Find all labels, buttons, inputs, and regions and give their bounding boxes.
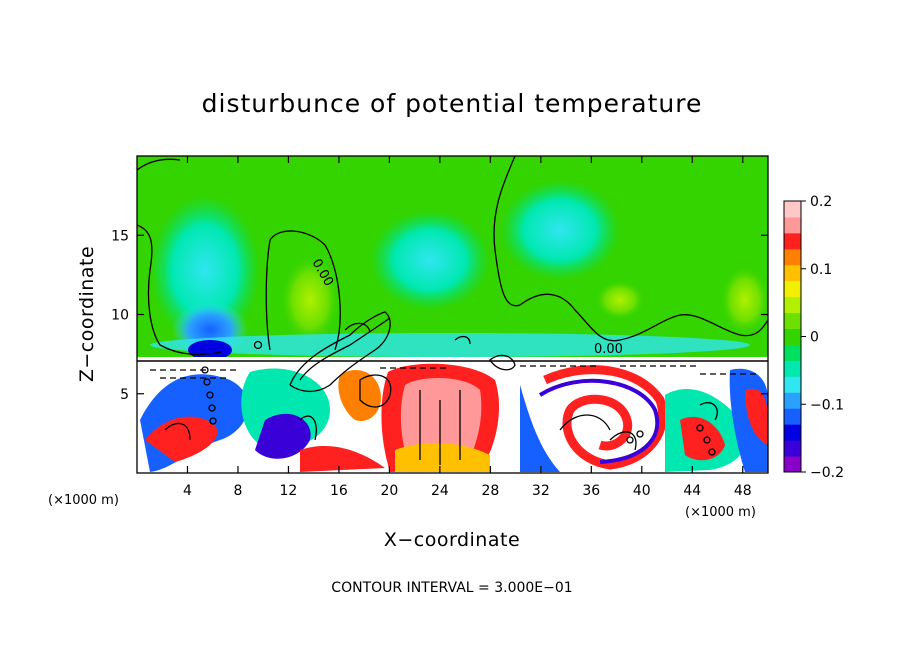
x-unit-left: (×1000 m) (48, 493, 119, 508)
x-tick-label: 16 (330, 483, 348, 499)
colorbar-swatch (784, 408, 801, 425)
lower-warm-base (395, 443, 490, 472)
x-tick-label: 44 (683, 483, 701, 499)
lower-swirl-ring-violet (538, 378, 660, 464)
contour-zero-plume (265, 230, 341, 351)
upper-plume-yellow-2 (595, 280, 645, 320)
contour-cluster-5 (489, 354, 516, 371)
contour-cluster-2 (299, 317, 391, 381)
contour-ring-10 (708, 448, 716, 456)
x-axis-ticks: 4 8 12 16 20 24 28 32 36 40 44 48 (183, 156, 752, 499)
x-tick-label: 40 (633, 483, 651, 499)
contour-ring-3 (206, 391, 214, 399)
colorbar-swatch (784, 424, 801, 441)
colorbar-swatch (784, 312, 801, 330)
contour-negative-dashed (150, 365, 760, 379)
upper-plume-yellow (280, 255, 340, 345)
upper-plume-yellow-3 (720, 265, 768, 335)
inversion-cyan-band (150, 333, 750, 357)
upper-plume-cyan-2 (370, 210, 490, 310)
x-tick-label: 28 (481, 483, 499, 499)
x-unit-right: (×1000 m) (685, 505, 756, 520)
contour-ring-11 (253, 340, 263, 350)
x-tick-label: 20 (380, 483, 398, 499)
x-tick-label: 48 (734, 483, 752, 499)
contour-ring-8 (696, 424, 704, 432)
colorbar-swatch (784, 376, 801, 393)
colorbar-swatch (784, 328, 801, 345)
contour-cluster-4 (359, 374, 392, 408)
lower-swirl-red-2 (300, 446, 385, 472)
contour-ring-7 (636, 430, 644, 438)
contour-ring-2 (203, 378, 211, 386)
heatmap-field: 0.00 0.00 (137, 156, 768, 473)
y-tick-label: 10 (111, 308, 129, 324)
colorbar-swatch (784, 456, 801, 473)
colorbar-swatch (784, 344, 801, 361)
colorbar-swatch (784, 280, 801, 298)
x-tick-label: 4 (183, 483, 192, 499)
colorbar-swatch (784, 296, 801, 314)
contour-ring-9 (703, 436, 711, 444)
x-tick-label: 32 (532, 483, 550, 499)
colorbar-swatch (784, 360, 801, 377)
lower-swirl-ring-red (543, 365, 668, 470)
contour-label-right: 0.00 (594, 342, 623, 357)
colorbar-swatch (784, 264, 801, 282)
contour-ring-6 (626, 436, 634, 444)
y-tick-label: 5 (120, 387, 129, 403)
contour-interval-text: CONTOUR INTERVAL = 3.000E−01 (331, 580, 572, 596)
y-tick-label: 15 (111, 228, 129, 244)
y-axis-label: Z−coordinate (76, 246, 98, 382)
upper-plume-cyan-3 (500, 180, 620, 280)
contour-lower-details (164, 390, 718, 465)
x-axis-label: X−coordinate (384, 529, 520, 551)
contour-ring-5 (209, 417, 217, 425)
y-axis-ticks: 5 10 15 (111, 228, 768, 403)
lower-swirl-red (145, 416, 218, 462)
x-tick-label: 24 (431, 483, 449, 499)
contour-ring-1 (201, 366, 209, 374)
colorbar-tick-label: 0.2 (810, 194, 832, 210)
contour-zero-top (137, 158, 181, 171)
lower-swirl-blue-2 (520, 385, 560, 472)
colorbar-swatch (784, 248, 801, 266)
x-tick-label: 8 (233, 483, 242, 499)
colorbar-swatch (784, 232, 801, 250)
chart-title: disturbunce of potential temperature (202, 89, 703, 118)
colorbar-tick-label: −0.1 (810, 397, 844, 413)
x-tick-label: 36 (582, 483, 600, 499)
colorbar-swatch (784, 201, 801, 218)
contour-cluster-6 (454, 335, 471, 345)
lower-swirl-red-4 (745, 388, 768, 445)
contour-zero-left (137, 224, 223, 356)
colorbar-swatch (784, 216, 801, 234)
colorbar: 0.2 0.1 0 −0.1 −0.2 (783, 194, 844, 481)
colorbar-tick-label: −0.2 (810, 465, 844, 481)
x-tick-label: 12 (280, 483, 298, 499)
contour-lines (137, 156, 768, 465)
colorbar-tick-label: 0.1 (810, 262, 832, 278)
colorbar-swatch (784, 440, 801, 457)
lower-swirl-violet (255, 413, 311, 459)
colorbar-tick-label: 0 (810, 330, 819, 346)
contour-cluster-1 (289, 311, 391, 393)
contour-zero-right (493, 156, 768, 342)
contour-ring-4 (208, 404, 216, 412)
contour-cluster-3 (344, 322, 371, 333)
colorbar-swatch (784, 392, 801, 409)
